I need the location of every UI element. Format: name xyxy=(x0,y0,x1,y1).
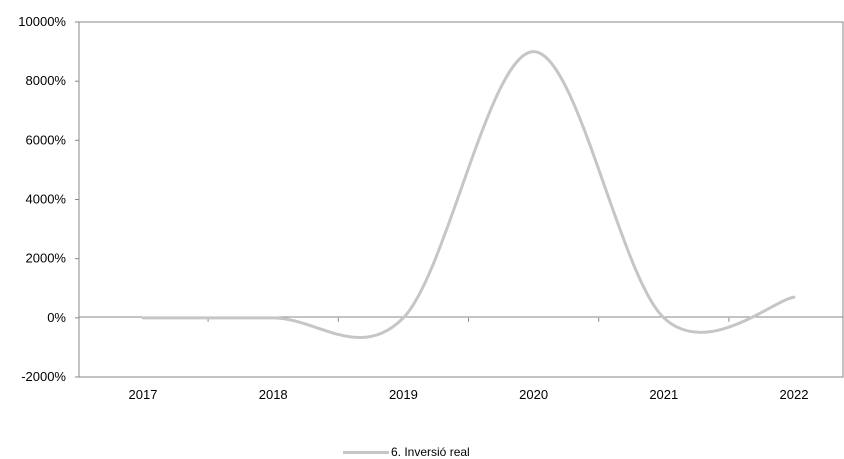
x-tick-label: 2020 xyxy=(519,387,548,402)
legend-swatch xyxy=(343,450,389,454)
plot-area xyxy=(78,21,844,378)
y-tick-label: -2000% xyxy=(21,369,66,384)
y-tick-label: 10000% xyxy=(18,14,66,29)
y-tick-label: 4000% xyxy=(26,192,67,207)
x-tick-label: 2018 xyxy=(259,387,288,402)
legend: 6. Inversió real xyxy=(343,445,470,459)
x-axis: 2017 2018 2019 2020 2021 2022 xyxy=(129,317,809,402)
y-axis: 10000% 8000% 6000% 4000% 2000% 0% -2000% xyxy=(18,14,79,384)
x-tick-label: 2019 xyxy=(389,387,418,402)
x-tick-label: 2021 xyxy=(649,387,678,402)
y-tick-label: 6000% xyxy=(26,132,67,147)
x-tick-label: 2022 xyxy=(780,387,809,402)
x-tick-label: 2017 xyxy=(129,387,158,402)
series-line xyxy=(141,50,796,339)
y-tick-label: 0% xyxy=(47,310,66,325)
y-tick-label: 2000% xyxy=(26,251,67,266)
legend-label: 6. Inversió real xyxy=(391,445,470,459)
y-tick-label: 8000% xyxy=(26,73,67,88)
